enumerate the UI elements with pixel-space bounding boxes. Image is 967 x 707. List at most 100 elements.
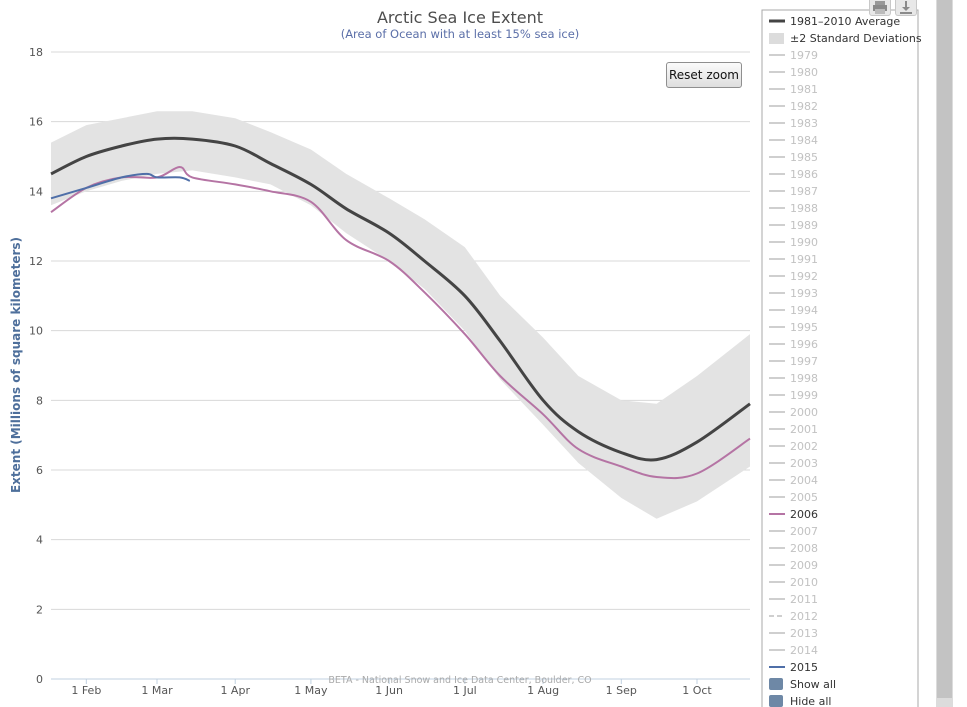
series-line-2015 <box>50 172 191 200</box>
legend-item[interactable]: 1984 <box>769 134 818 147</box>
legend-label: 1989 <box>790 219 818 232</box>
legend-item[interactable]: 1990 <box>769 236 818 249</box>
legend-label: 1981–2010 Average <box>790 15 900 28</box>
std-dev-band-layer <box>51 111 750 519</box>
legend-item[interactable]: Show all <box>769 678 836 691</box>
legend-item[interactable]: 1994 <box>769 304 818 317</box>
legend-item[interactable]: 2012 <box>769 610 818 623</box>
download-icon[interactable] <box>895 0 917 16</box>
y-tick-label: 16 <box>29 116 43 129</box>
legend-label: 2010 <box>790 576 818 589</box>
series-layer <box>50 136 751 480</box>
legend-item[interactable]: 1987 <box>769 185 818 198</box>
legend-label: Show all <box>790 678 836 691</box>
x-tick-label: 1 Feb <box>71 684 101 697</box>
legend-label: 2001 <box>790 423 818 436</box>
legend-label: 1998 <box>790 372 818 385</box>
legend-label: 2014 <box>790 644 818 657</box>
legend-item[interactable]: 1985 <box>769 151 818 164</box>
legend-item[interactable]: 2000 <box>769 406 818 419</box>
legend-label: 1985 <box>790 151 818 164</box>
legend-item[interactable]: 2010 <box>769 576 818 589</box>
legend-item[interactable]: 2011 <box>769 593 818 606</box>
chart-credit[interactable]: BETA - National Snow and Ice Data Center… <box>328 675 591 686</box>
legend-label: ±2 Standard Deviations <box>790 32 922 45</box>
legend-item[interactable]: 1998 <box>769 372 818 385</box>
legend-item[interactable]: 2007 <box>769 525 818 538</box>
legend-item[interactable]: 1993 <box>769 287 818 300</box>
legend-label: 1990 <box>790 236 818 249</box>
legend: 1981–2010 Average ±2 Standard Deviations 1… <box>761 9 922 707</box>
download-icon-glyph <box>900 1 912 14</box>
legend-item[interactable]: 2005 <box>769 491 818 504</box>
legend-item[interactable]: 2008 <box>769 542 818 555</box>
legend-label: 1986 <box>790 168 818 181</box>
legend-label: 1987 <box>790 185 818 198</box>
legend-item[interactable]: 2013 <box>769 627 818 640</box>
print-icon-glyph <box>873 1 887 14</box>
legend-item[interactable]: 1979 <box>769 49 818 62</box>
legend-item[interactable]: 1981–2010 Average <box>769 15 900 28</box>
legend-label: 1999 <box>790 389 818 402</box>
grid-lines <box>51 51 750 680</box>
legend-label: 2015 <box>790 661 818 674</box>
legend-item[interactable]: 1983 <box>769 117 818 130</box>
legend-item[interactable]: 2015 <box>769 661 818 674</box>
legend-item[interactable]: 1995 <box>769 321 818 334</box>
legend-label: 2012 <box>790 610 818 623</box>
legend-label: 1991 <box>790 253 818 266</box>
y-axis-label: Extent (Millions of square kilometers) <box>9 237 23 493</box>
legend-item[interactable]: 2006 <box>769 508 818 521</box>
legend-item[interactable]: 1989 <box>769 219 818 232</box>
legend-item[interactable]: 1988 <box>769 202 818 215</box>
legend-label: 1982 <box>790 100 818 113</box>
legend-item[interactable]: ±2 Standard Deviations <box>769 32 922 45</box>
legend-item[interactable]: 2002 <box>769 440 818 453</box>
y-tick-label: 14 <box>29 185 43 198</box>
chart-title: Arctic Sea Ice Extent <box>377 8 543 27</box>
legend-label: 2005 <box>790 491 818 504</box>
scrollbar-thumb[interactable] <box>937 0 952 698</box>
legend-item[interactable]: 1980 <box>769 66 818 79</box>
y-axis-ticks: 0 2 4 6 8 10 12 14 16 18 <box>29 46 43 686</box>
chart-subtitle: (Area of Ocean with at least 15% sea ice… <box>341 27 580 41</box>
legend-item[interactable]: 1982 <box>769 100 818 113</box>
legend-item[interactable]: 1986 <box>769 168 818 181</box>
print-icon[interactable] <box>869 0 891 16</box>
x-tick-label: 1 Apr <box>220 684 250 697</box>
legend-symbol <box>769 695 783 707</box>
x-axis-ticks: 1 Feb 1 Mar 1 Apr 1 May 1 Jun 1 Jul 1 Aug 1 Sep… <box>51 678 750 697</box>
legend-item[interactable]: 1991 <box>769 253 818 266</box>
legend-item[interactable]: 2014 <box>769 644 818 657</box>
legend-symbol <box>769 678 783 690</box>
legend-item[interactable]: 1999 <box>769 389 818 402</box>
legend-item[interactable]: 1996 <box>769 338 818 351</box>
legend-label: 2003 <box>790 457 818 470</box>
legend-label: 1992 <box>790 270 818 283</box>
y-tick-label: 0 <box>36 673 43 686</box>
x-tick-label: 1 Mar <box>141 684 173 697</box>
legend-item[interactable]: 2001 <box>769 423 818 436</box>
x-tick-label: 1 Aug <box>527 684 559 697</box>
legend-label: 2002 <box>790 440 818 453</box>
legend-item[interactable]: 1981 <box>769 83 818 96</box>
y-tick-label: 10 <box>29 325 43 338</box>
legend-label: Hide all <box>790 695 831 707</box>
legend-item[interactable]: 2003 <box>769 457 818 470</box>
legend-label: 1979 <box>790 49 818 62</box>
legend-label: 2004 <box>790 474 818 487</box>
legend-item[interactable]: Hide all <box>769 695 831 707</box>
x-tick-label: 1 May <box>294 684 328 697</box>
legend-symbol <box>769 33 784 44</box>
legend-item[interactable]: 2009 <box>769 559 818 572</box>
series-line-1981-2010-average <box>50 136 751 462</box>
legend-label: 1981 <box>790 83 818 96</box>
legend-label: 2006 <box>790 508 818 521</box>
legend-item[interactable]: 2004 <box>769 474 818 487</box>
y-tick-label: 6 <box>36 464 43 477</box>
y-tick-label: 8 <box>36 394 43 407</box>
reset-zoom-button[interactable]: Reset zoom <box>666 62 742 88</box>
legend-item[interactable]: 1992 <box>769 270 818 283</box>
legend-item[interactable]: 1997 <box>769 355 818 368</box>
